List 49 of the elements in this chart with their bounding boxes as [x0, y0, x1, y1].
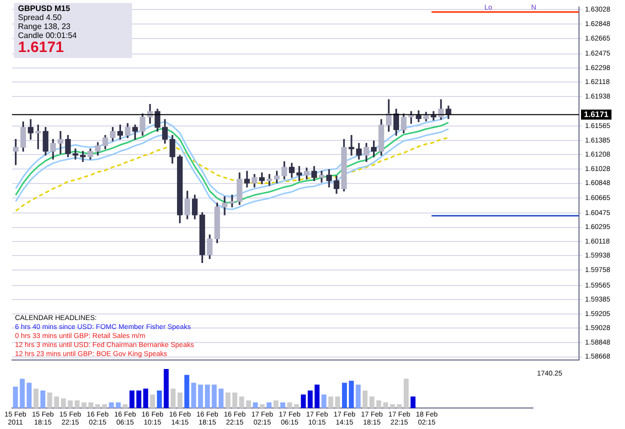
bar	[348, 380, 354, 408]
bar	[362, 390, 368, 408]
bar	[102, 404, 108, 408]
bar	[82, 402, 86, 408]
bar	[314, 384, 320, 408]
bar	[108, 402, 114, 408]
bar	[294, 404, 299, 408]
bar	[40, 390, 46, 408]
bar	[287, 402, 292, 408]
bar	[74, 400, 80, 408]
bar	[60, 398, 66, 408]
bar	[191, 382, 196, 408]
annotation: Range 138, 23	[18, 22, 72, 31]
bar	[225, 392, 230, 408]
bar	[170, 388, 176, 408]
annotation: Candle 00:01:54	[18, 31, 78, 40]
bar	[130, 390, 134, 408]
bar	[246, 400, 251, 408]
bar	[156, 390, 162, 408]
ref-line-label: 1.6171	[584, 110, 610, 119]
bar	[47, 392, 52, 408]
bar	[383, 402, 388, 408]
bar	[342, 382, 347, 408]
bar	[204, 384, 210, 408]
bar	[280, 402, 286, 408]
bar	[266, 402, 272, 408]
bar	[252, 402, 258, 408]
bar	[12, 386, 18, 408]
bar	[184, 374, 190, 408]
bar	[122, 404, 128, 408]
bar	[335, 396, 340, 408]
bar	[356, 384, 361, 408]
bar	[34, 388, 38, 408]
bar	[198, 384, 203, 408]
bar	[54, 396, 60, 408]
annotation: GBPUSD M15	[18, 4, 72, 13]
bar	[177, 392, 182, 408]
bar	[321, 394, 326, 408]
annotation: 1.6171	[18, 39, 65, 56]
bar	[410, 396, 416, 408]
bar	[218, 388, 224, 408]
bar	[369, 396, 374, 408]
bar	[390, 404, 395, 408]
bar	[150, 394, 155, 408]
bar	[273, 400, 278, 408]
annotation: Spread 4.50	[18, 13, 63, 22]
bar	[212, 384, 217, 408]
bar	[164, 369, 169, 408]
bar	[260, 404, 265, 408]
